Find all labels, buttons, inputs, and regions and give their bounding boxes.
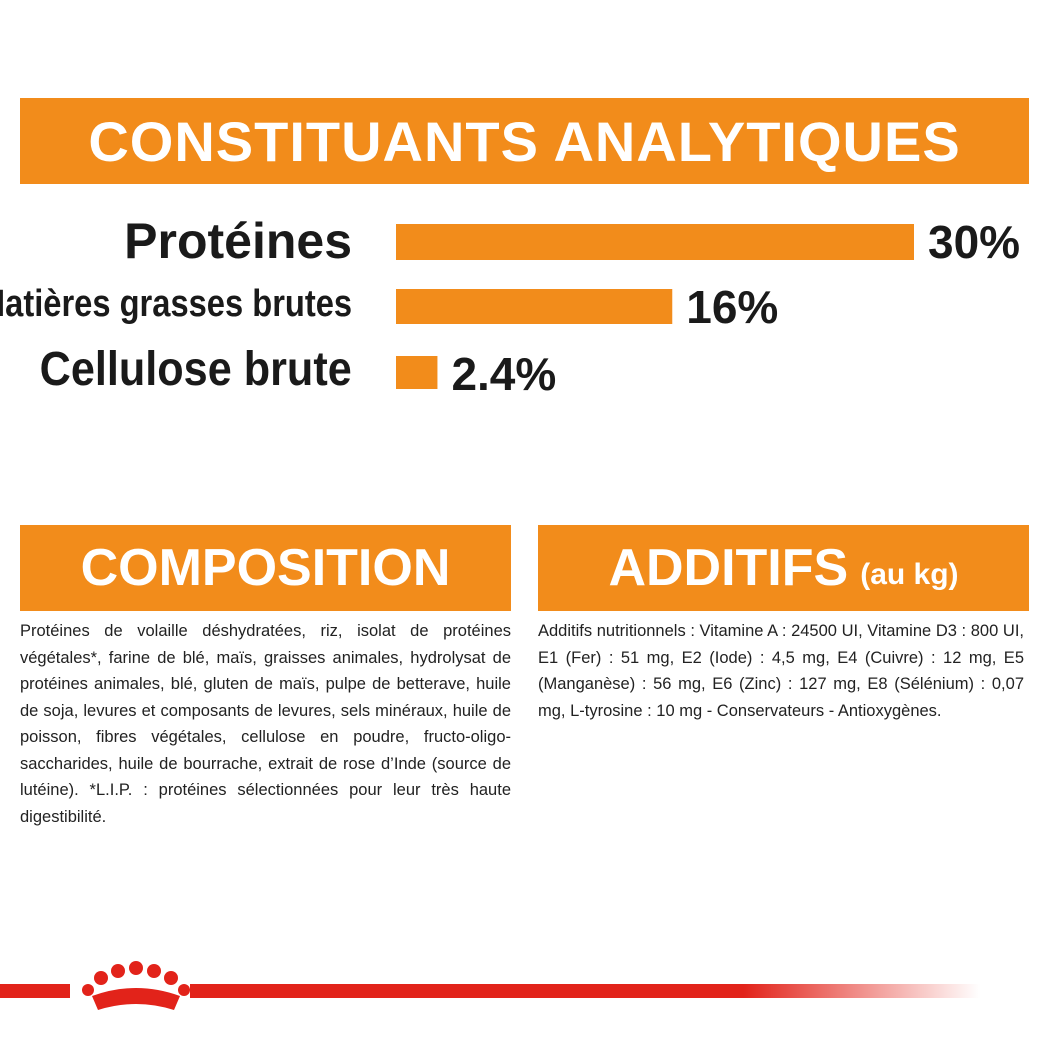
category-label-proteins: Protéines xyxy=(124,213,352,269)
composition-title: COMPOSITION xyxy=(80,539,451,597)
composition-text: Protéines de volaille déshydratées, riz,… xyxy=(20,622,511,826)
bar-value-label-1: 16% xyxy=(686,281,778,333)
footer-brand-strip xyxy=(0,961,980,1010)
bar-2 xyxy=(396,356,438,389)
analytical-constituents-title: CONSTITUANTS ANALYTIQUES xyxy=(88,109,961,173)
additifs-title: ADDITIFS xyxy=(608,539,849,597)
additifs-unit: (au kg) xyxy=(860,558,959,591)
bar-1 xyxy=(396,289,673,324)
footer-line-left xyxy=(0,984,70,998)
additifs-text: Additifs nutritionnels : Vitamine A : 24… xyxy=(538,622,1024,720)
bar-value-label-2: 2.4% xyxy=(451,348,556,400)
category-label-fat: Matières grasses brutes xyxy=(0,283,352,325)
additifs-banner: ADDITIFS (au kg) xyxy=(538,525,1029,611)
composition-banner: COMPOSITION xyxy=(20,525,511,611)
bar-value-label-0: 30% xyxy=(928,216,1020,268)
footer-line-right xyxy=(190,984,980,998)
crown-logo-icon xyxy=(82,961,190,1010)
bar-0 xyxy=(396,224,914,260)
analytical-constituents-banner: CONSTITUANTS ANALYTIQUES xyxy=(20,98,1029,184)
nutrient-bar-chart: 30% 16% 2.4% xyxy=(396,216,1020,400)
category-label-fiber: Cellulose brute xyxy=(39,343,352,396)
